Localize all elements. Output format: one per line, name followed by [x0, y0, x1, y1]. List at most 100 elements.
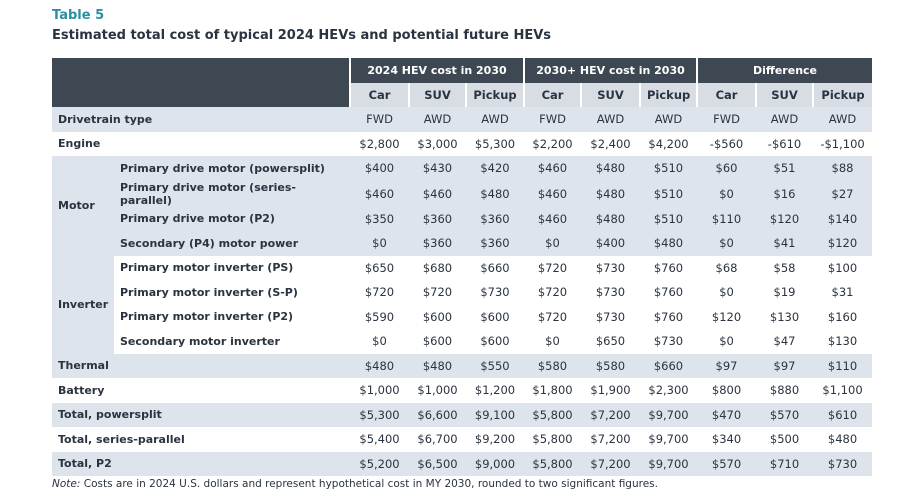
table-cell: $130: [813, 329, 873, 354]
table-cell: $7,200: [581, 427, 640, 452]
table-row: Primary motor inverter (P2) $590 $600 $600 $…: [52, 304, 873, 329]
table-cell: $660: [640, 353, 698, 378]
table-cell: $68: [697, 255, 757, 280]
table-cell: $130: [756, 304, 814, 329]
table-cell: $6,600: [409, 402, 466, 427]
table-cell: $610: [813, 402, 873, 427]
row-label: Secondary (P4) motor power: [114, 231, 350, 256]
table-cell: FWD: [697, 107, 757, 132]
table-cell: $5,300: [466, 131, 524, 156]
table-cell: $480: [466, 180, 524, 207]
row-label: Primary drive motor (P2): [114, 206, 350, 231]
table-cell: $460: [350, 180, 409, 207]
group-header-difference: Difference: [696, 58, 873, 83]
table-cell: $600: [409, 304, 466, 329]
table-cell: $120: [813, 231, 873, 256]
header-corner: [52, 58, 350, 107]
table-cell: $880: [756, 378, 814, 403]
table-cell: $97: [697, 353, 757, 378]
table-cell: $0: [350, 329, 409, 354]
table-cell: $460: [524, 180, 581, 207]
table-row: Total, powersplit $5,300 $6,600 $9,100 $5,80…: [52, 402, 873, 427]
table-cell: $570: [756, 402, 814, 427]
table-cell: $650: [581, 329, 640, 354]
table-cell: $420: [466, 156, 524, 181]
table-cell: $1,000: [409, 378, 466, 403]
table-cell: $550: [466, 353, 524, 378]
table-cell: $0: [697, 329, 757, 354]
table-cell: $120: [756, 206, 814, 231]
table-cell: $340: [697, 427, 757, 452]
table-cell: $730: [581, 304, 640, 329]
table-cell: $0: [524, 329, 581, 354]
table-cell: $580: [581, 353, 640, 378]
table-cell: $2,300: [640, 378, 698, 403]
table-cell: $9,100: [466, 402, 524, 427]
table-cell: $5,400: [350, 427, 409, 452]
table-number: Table 5: [52, 8, 105, 23]
table-cell: $480: [581, 156, 640, 181]
column-header: Car: [523, 82, 581, 107]
table-cell: $710: [756, 451, 814, 476]
table-cell: $600: [409, 329, 466, 354]
column-header: SUV: [755, 82, 814, 107]
column-header: SUV: [408, 82, 466, 107]
table-cell: $730: [813, 451, 873, 476]
table-cell: $9,200: [466, 427, 524, 452]
table-cell: AWD: [640, 107, 698, 132]
table-cell: $580: [524, 353, 581, 378]
row-label: Primary motor inverter (S-P): [114, 280, 350, 305]
group-header-2030: 2030+ HEV cost in 2030: [522, 58, 698, 83]
table-row: Primary drive motor (series-parallel) $46…: [52, 180, 873, 207]
table-cell: $360: [466, 206, 524, 231]
table-cell: $460: [524, 206, 581, 231]
row-label: Battery: [52, 378, 350, 403]
table-cell: $1,200: [466, 378, 524, 403]
table-cell: $460: [409, 180, 466, 207]
table-cell: $500: [756, 427, 814, 452]
table-cell: $6,700: [409, 427, 466, 452]
table-cell: $720: [409, 280, 466, 305]
table-cell: $590: [350, 304, 409, 329]
table-row: Engine $2,800 $3,000 $5,300 $2,200 $2,400 $4,2…: [52, 131, 873, 156]
table-cell: $27: [813, 180, 873, 207]
column-header: Pickup: [638, 82, 698, 107]
table-row: Drivetrain type FWD AWD AWD FWD AWD AWD FWD AWD A…: [52, 107, 873, 132]
table-cell: $360: [466, 231, 524, 256]
table-cell: $5,800: [524, 427, 581, 452]
row-label: Total, P2: [52, 451, 350, 476]
table-cell: $140: [813, 206, 873, 231]
table-cell: $350: [350, 206, 409, 231]
table-title: Estimated total cost of typical 2024 HEV…: [52, 28, 552, 43]
table-cell: $9,000: [466, 451, 524, 476]
table-row: Battery $1,000 $1,000 $1,200 $1,800 $1,900 $2,…: [52, 378, 873, 403]
table-cell: $510: [640, 206, 698, 231]
table-cell: -$610: [756, 131, 814, 156]
table-cell: $0: [697, 280, 757, 305]
table-cell: $41: [756, 231, 814, 256]
table-cell: $430: [409, 156, 466, 181]
table-cell: $680: [409, 255, 466, 280]
table-cell: $570: [697, 451, 757, 476]
table-cell: -$1,100: [813, 131, 873, 156]
row-label: Engine: [52, 131, 350, 156]
table-cell: $800: [697, 378, 757, 403]
table-cell: $480: [813, 427, 873, 452]
row-label: Primary motor inverter (P2): [114, 304, 350, 329]
table-cell: $16: [756, 180, 814, 207]
table-cell: $160: [813, 304, 873, 329]
table-cell: $360: [409, 206, 466, 231]
table-cell: $3,000: [409, 131, 466, 156]
table-cell: $470: [697, 402, 757, 427]
table-cell: $480: [581, 180, 640, 207]
group-header-2024: 2024 HEV cost in 2030: [349, 58, 524, 83]
row-label: Total, powersplit: [52, 402, 350, 427]
table-cell: $58: [756, 255, 814, 280]
row-label: Drivetrain type: [52, 107, 350, 132]
column-header-row: Car SUV Pickup Car SUV Pickup Car SUV Pi…: [52, 82, 873, 107]
table-cell: AWD: [756, 107, 814, 132]
row-label: Primary drive motor (series-parallel): [114, 180, 350, 207]
table-cell: $60: [697, 156, 757, 181]
table-cell: $4,200: [640, 131, 698, 156]
table-cell: $510: [640, 180, 698, 207]
